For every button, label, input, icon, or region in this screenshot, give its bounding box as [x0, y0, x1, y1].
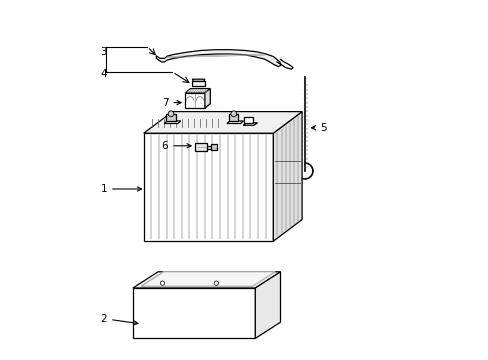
Polygon shape: [141, 272, 275, 286]
Polygon shape: [192, 81, 204, 86]
Text: 4: 4: [101, 69, 107, 79]
Text: 5: 5: [311, 123, 326, 133]
Polygon shape: [166, 114, 175, 121]
Text: 6: 6: [162, 141, 191, 151]
Polygon shape: [143, 112, 302, 133]
Polygon shape: [192, 79, 204, 81]
Circle shape: [214, 281, 218, 285]
Polygon shape: [164, 121, 181, 123]
Polygon shape: [228, 114, 238, 121]
Polygon shape: [206, 146, 213, 149]
Polygon shape: [156, 50, 281, 67]
Text: 7: 7: [162, 98, 181, 108]
Polygon shape: [185, 93, 204, 108]
Polygon shape: [273, 112, 302, 241]
Polygon shape: [195, 143, 206, 151]
Circle shape: [168, 111, 174, 117]
Polygon shape: [243, 123, 257, 125]
Polygon shape: [244, 117, 253, 123]
Polygon shape: [143, 133, 273, 241]
Polygon shape: [204, 89, 210, 108]
Polygon shape: [133, 272, 280, 288]
Circle shape: [230, 111, 236, 117]
Polygon shape: [185, 89, 210, 93]
Text: 1: 1: [101, 184, 141, 194]
Polygon shape: [133, 288, 255, 338]
Polygon shape: [211, 144, 216, 150]
Text: 3: 3: [101, 47, 107, 57]
Text: 2: 2: [101, 314, 138, 325]
Polygon shape: [255, 272, 280, 338]
Circle shape: [160, 281, 164, 285]
Polygon shape: [226, 121, 243, 123]
